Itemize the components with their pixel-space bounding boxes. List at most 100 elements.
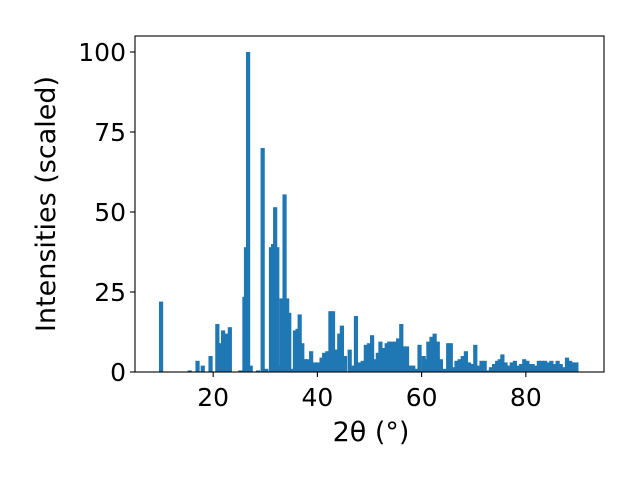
bar-series [158, 52, 579, 372]
bar [387, 341, 392, 372]
bar [238, 370, 243, 372]
x-axis-label: 2θ (°) [333, 417, 410, 448]
bar [479, 360, 484, 372]
bar [539, 360, 545, 372]
bar [300, 343, 305, 372]
bar [328, 311, 333, 372]
bar [342, 356, 348, 372]
bar [287, 312, 292, 372]
bar [255, 370, 261, 372]
bar [503, 362, 508, 372]
plot-frame [134, 35, 605, 373]
bar [476, 365, 481, 372]
bar [401, 346, 406, 372]
bar [543, 360, 548, 372]
bar [506, 365, 511, 372]
bar [448, 343, 453, 372]
bar [460, 356, 465, 372]
bar [454, 360, 459, 372]
y-axis-label: Intensities (scaled) [31, 76, 62, 332]
y-tick-label: 50 [94, 198, 126, 227]
bar [208, 356, 213, 372]
bar [187, 370, 192, 372]
bar [429, 336, 434, 372]
bar [315, 362, 320, 372]
x-tick-label: 60 [406, 383, 438, 412]
bar [337, 333, 342, 372]
bar [330, 311, 336, 372]
bar [334, 349, 339, 372]
bar [363, 344, 368, 372]
bar [392, 341, 398, 372]
bar [302, 359, 307, 372]
bar [370, 335, 375, 372]
bar [264, 368, 269, 372]
bar [305, 359, 310, 372]
y-tick-label: 0 [110, 358, 126, 387]
bar [347, 349, 352, 372]
bar [546, 362, 551, 372]
bar [555, 360, 560, 372]
bar [552, 364, 557, 372]
bar [568, 360, 573, 372]
bar [446, 343, 451, 372]
bar [482, 360, 487, 372]
bar [530, 364, 535, 372]
bar [292, 330, 298, 372]
bar [384, 343, 389, 372]
bar [432, 333, 437, 372]
bar [451, 367, 457, 372]
bar [470, 364, 475, 372]
bar [200, 365, 205, 372]
bar [158, 301, 164, 372]
bar [411, 365, 416, 372]
bar [325, 351, 330, 372]
bar [561, 367, 566, 372]
x-axis-ticks: 20 40 60 80 [197, 372, 542, 412]
bar [558, 364, 563, 372]
bar [319, 357, 324, 372]
bar [525, 360, 530, 372]
bar [381, 348, 386, 372]
bar [571, 362, 576, 372]
bar [491, 364, 497, 372]
bar [509, 362, 514, 372]
bar [351, 365, 356, 372]
bar [322, 352, 327, 372]
bar [260, 148, 265, 372]
bar [311, 362, 316, 372]
bar [309, 351, 314, 372]
bar [339, 325, 344, 372]
bar [574, 362, 579, 372]
bar [466, 362, 472, 372]
bar [399, 324, 404, 372]
bar [297, 314, 302, 372]
bar [375, 352, 380, 372]
bar [488, 367, 494, 372]
bar [549, 360, 554, 372]
bar [463, 351, 469, 372]
bar [435, 341, 440, 372]
bar [485, 370, 490, 372]
bar [396, 338, 401, 372]
bar [519, 364, 524, 372]
bar [512, 360, 517, 372]
bar [457, 359, 462, 372]
bar [533, 365, 538, 372]
bar [515, 365, 521, 372]
bar [353, 316, 359, 372]
bar [282, 194, 287, 372]
bar [564, 357, 570, 372]
bar [220, 330, 226, 372]
bar [224, 333, 229, 372]
bar [536, 360, 541, 372]
x-tick-label: 40 [301, 383, 333, 412]
bar [404, 346, 410, 372]
bar [275, 247, 280, 372]
y-tick-label: 75 [94, 118, 126, 147]
bar [426, 341, 431, 372]
bar [248, 365, 253, 372]
bar [195, 360, 200, 372]
